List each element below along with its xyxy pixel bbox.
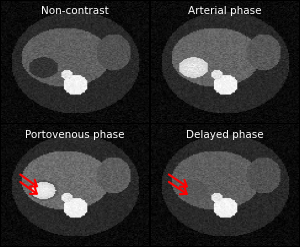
Text: Arterial phase: Arterial phase	[188, 6, 262, 16]
Text: Portovenous phase: Portovenous phase	[25, 130, 125, 140]
Text: Non-contrast: Non-contrast	[41, 6, 109, 16]
Text: Delayed phase: Delayed phase	[186, 130, 264, 140]
